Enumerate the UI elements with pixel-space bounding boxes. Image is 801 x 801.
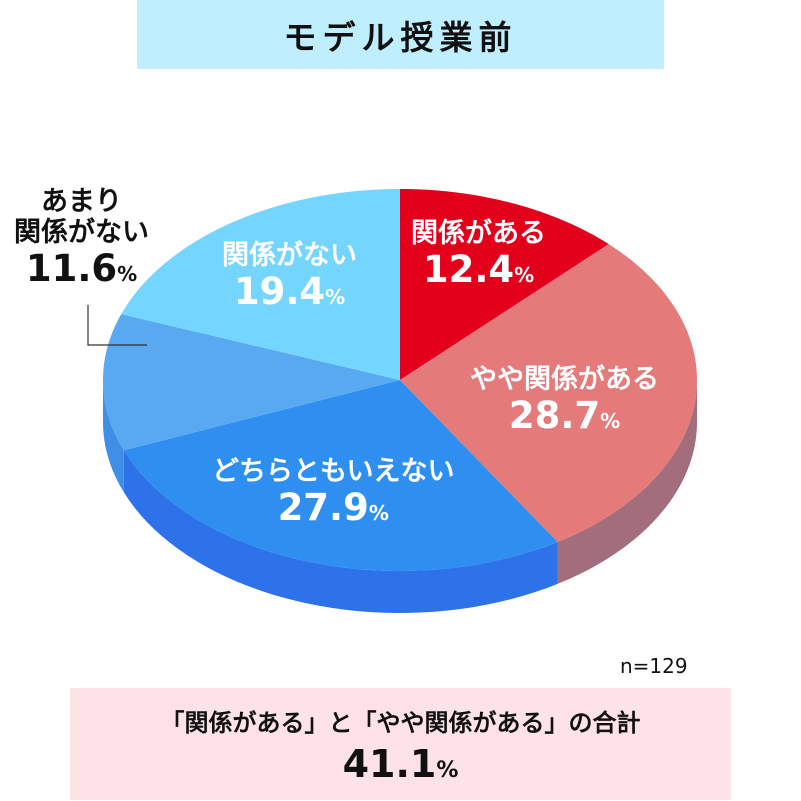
- pie-side-amari-kankei-ga-nai: [103, 380, 124, 493]
- slice-label-kankei-ga-aru: 関係がある 12.4%: [411, 218, 546, 292]
- slice-value: 11.6%: [25, 247, 138, 291]
- slice-label-yaya-kankei-ga-aru: やや関係がある 28.7%: [470, 364, 659, 438]
- slice-value: 28.7%: [508, 394, 621, 438]
- pie-side-walls: [103, 380, 697, 613]
- slice-label-dochira-tomo-ienai: どちらともいえない 27.9%: [212, 456, 454, 530]
- sample-size-label: n=129: [620, 654, 688, 678]
- pie-top-faces: [103, 189, 697, 571]
- summary-text: 「関係がある」と「やや関係がある」の合計: [160, 708, 641, 737]
- pie-slice-kankei-ga-aru: [400, 189, 609, 380]
- slice-name-line2: 関係がない: [14, 217, 149, 249]
- pie-slice-kankei-ga-nai: [121, 189, 400, 380]
- slice-name: 関係がない: [222, 240, 357, 271]
- slice-name: 関係がある: [411, 218, 546, 249]
- slice-value: 19.4%: [233, 270, 346, 314]
- slice-name: やや関係がある: [470, 364, 659, 395]
- title-banner: モデル授業前: [137, 0, 664, 69]
- slice-value: 12.4%: [422, 248, 535, 292]
- summary-box: 「関係がある」と「やや関係がある」の合計 41.1%: [70, 688, 731, 800]
- slice-name-line1: あまり: [41, 186, 122, 217]
- pie-side-yaya-kankei-ga-aru: [557, 380, 697, 584]
- pie-slice-amari-kankei-ga-nai: [103, 314, 400, 451]
- slice-label-kankei-ga-nai: 関係がない 19.4%: [222, 240, 357, 314]
- summary-value: 41.1%: [342, 741, 459, 786]
- pie-slice-yaya-kankei-ga-aru: [400, 244, 697, 542]
- slice-label-amari-kankei-ga-nai: あまり 関係がない 11.6%: [14, 186, 149, 291]
- slice-value: 27.9%: [277, 486, 389, 530]
- pie-slice-dochira-tomo-ienai: [123, 380, 558, 571]
- slice-name: どちらともいえない: [212, 456, 455, 487]
- pie-side-dochira-tomo-ienai: [123, 450, 558, 613]
- chart-title: モデル授業前: [283, 17, 518, 57]
